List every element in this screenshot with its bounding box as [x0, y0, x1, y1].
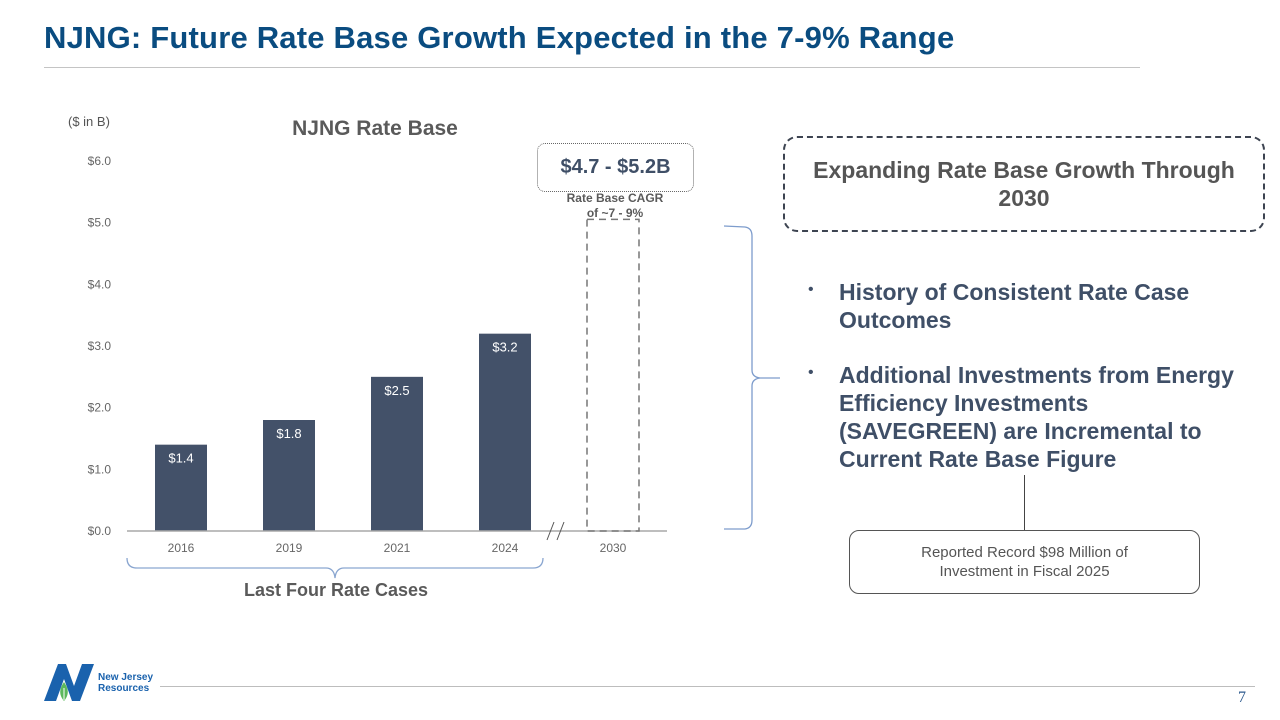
- bar-2024: [479, 333, 531, 531]
- x-tick-label: 2016: [168, 541, 195, 555]
- chart-title: NJNG Rate Base: [292, 117, 458, 140]
- record-investment-note: Reported Record $98 Million of Investmen…: [849, 530, 1200, 594]
- bullet-item: • Additional Investments from Energy Eff…: [808, 361, 1248, 473]
- cagr-note: Rate Base CAGR of ~7 - 9%: [540, 191, 690, 221]
- y-tick-label: $2.0: [88, 401, 112, 415]
- bar-2021: [371, 376, 423, 531]
- last-four-bracket: [126, 557, 544, 579]
- bar-value-label: $1.8: [276, 426, 301, 441]
- y-tick-label: $4.0: [88, 277, 112, 291]
- y-tick-label: $6.0: [88, 154, 112, 168]
- projection-range-box: $4.7 - $5.2B: [537, 143, 694, 192]
- y-tick-label: $0.0: [88, 524, 112, 538]
- x-tick-label: 2019: [276, 541, 303, 555]
- njr-logo-icon: [44, 664, 94, 701]
- y-tick-label: $1.0: [88, 462, 112, 476]
- y-tick-label: $5.0: [88, 216, 112, 230]
- footer-divider: [160, 686, 1255, 687]
- x-tick-label: 2024: [492, 541, 519, 555]
- callout-connector-line: [1024, 475, 1025, 531]
- right-curly-bracket: [723, 225, 780, 530]
- logo-wordmark: New Jersey Resources: [98, 672, 153, 694]
- bar-value-label: $2.5: [384, 383, 409, 398]
- bullet-icon: •: [808, 281, 814, 298]
- projection-bar-2030: [586, 218, 640, 532]
- logo-line2: Resources: [98, 683, 150, 694]
- rate-base-bar-chart: $0.0 $1.0 $2.0 $3.0 $4.0 $5.0 $6.0 $1.4 $1.8 $2.…: [88, 154, 780, 579]
- bullet-item: • History of Consistent Rate Case Outcom…: [808, 278, 1248, 334]
- y-tick-label: $3.0: [88, 339, 112, 353]
- headline-callout: Expanding Rate Base Growth Through 2030: [783, 136, 1265, 232]
- x-axis-ticks: 2016 2019 2021 2024 2030: [168, 541, 627, 555]
- page-number: 7: [1238, 689, 1246, 706]
- y-axis-unit-label: ($ in B): [68, 114, 110, 129]
- bullet-text: History of Consistent Rate Case Outcomes: [839, 279, 1190, 333]
- bar-value-label: $3.2: [492, 340, 517, 355]
- bullet-list: • History of Consistent Rate Case Outcom…: [808, 278, 1248, 500]
- title-divider: [44, 67, 1140, 68]
- bullet-text: Additional Investments from Energy Effic…: [839, 362, 1234, 472]
- bar-2016: [155, 444, 207, 531]
- x-tick-label: 2030: [600, 541, 627, 555]
- bar-2019: [263, 420, 315, 531]
- bar-value-label: $1.4: [168, 451, 193, 466]
- y-axis-ticks: $0.0 $1.0 $2.0 $3.0 $4.0 $5.0 $6.0: [88, 154, 112, 538]
- cagr-note-line2: of ~7 - 9%: [586, 206, 644, 220]
- cagr-note-line1: Rate Base CAGR: [566, 191, 664, 205]
- last-four-rate-cases-label: Last Four Rate Cases: [243, 580, 429, 600]
- company-logo: New Jersey Resources: [44, 664, 153, 702]
- slide-title: NJNG: Future Rate Base Growth Expected i…: [44, 20, 955, 55]
- x-tick-label: 2021: [384, 541, 411, 555]
- bars: $1.4 $1.8 $2.5 $3.2: [155, 333, 531, 531]
- bullet-icon: •: [808, 364, 814, 381]
- logo-line1: New Jersey: [98, 672, 154, 683]
- axis-break-marker: [546, 521, 565, 541]
